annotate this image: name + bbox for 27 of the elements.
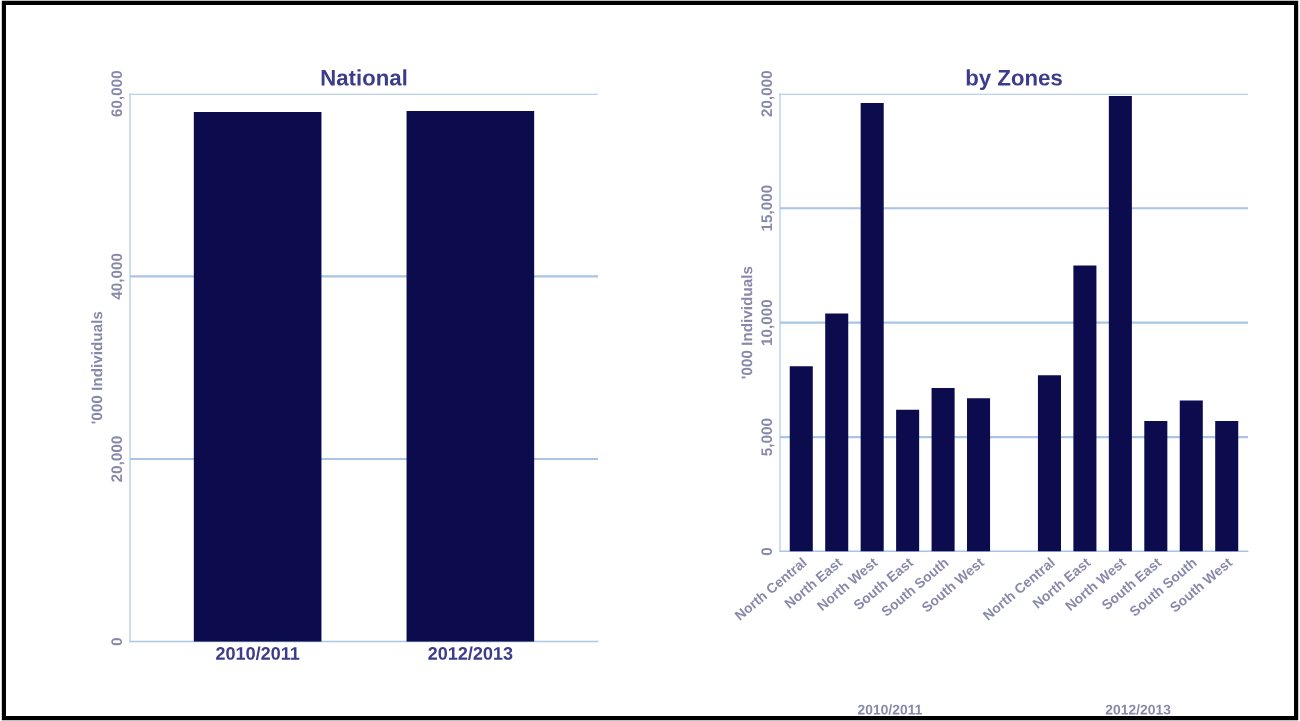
- bar: [931, 387, 955, 552]
- bar: [1037, 375, 1061, 552]
- y-tick-label: 20,000: [111, 436, 125, 482]
- text: 2010/2011: [857, 704, 922, 715]
- y-axis-title: '000 Individuals: [91, 311, 103, 424]
- bar: [896, 409, 920, 552]
- bar: [967, 398, 991, 552]
- bar: [789, 366, 813, 552]
- bar: [825, 313, 849, 552]
- y-tick-label: 15,000: [761, 185, 775, 231]
- y-axis-title: '000 Individuals: [741, 266, 753, 379]
- y-tick-label: 10,000: [761, 299, 775, 346]
- text: 2012/2013: [1105, 704, 1171, 715]
- y-tick-label: 5,000: [761, 418, 775, 456]
- chart-title: by Zones: [966, 69, 1062, 91]
- y-tick-label: 0: [111, 638, 123, 646]
- bar: [1073, 265, 1097, 552]
- y-tick-label: 20,000: [761, 70, 775, 117]
- bar: [1144, 421, 1168, 552]
- bar: [1215, 421, 1239, 552]
- bar: [860, 102, 884, 552]
- y-tick-label: 0: [761, 547, 773, 556]
- chart-title: National: [321, 69, 407, 86]
- y-tick-label: 40,000: [111, 253, 125, 300]
- bar: [1179, 400, 1203, 552]
- y-tick-label: 60,000: [111, 70, 125, 117]
- bar: [1108, 96, 1132, 552]
